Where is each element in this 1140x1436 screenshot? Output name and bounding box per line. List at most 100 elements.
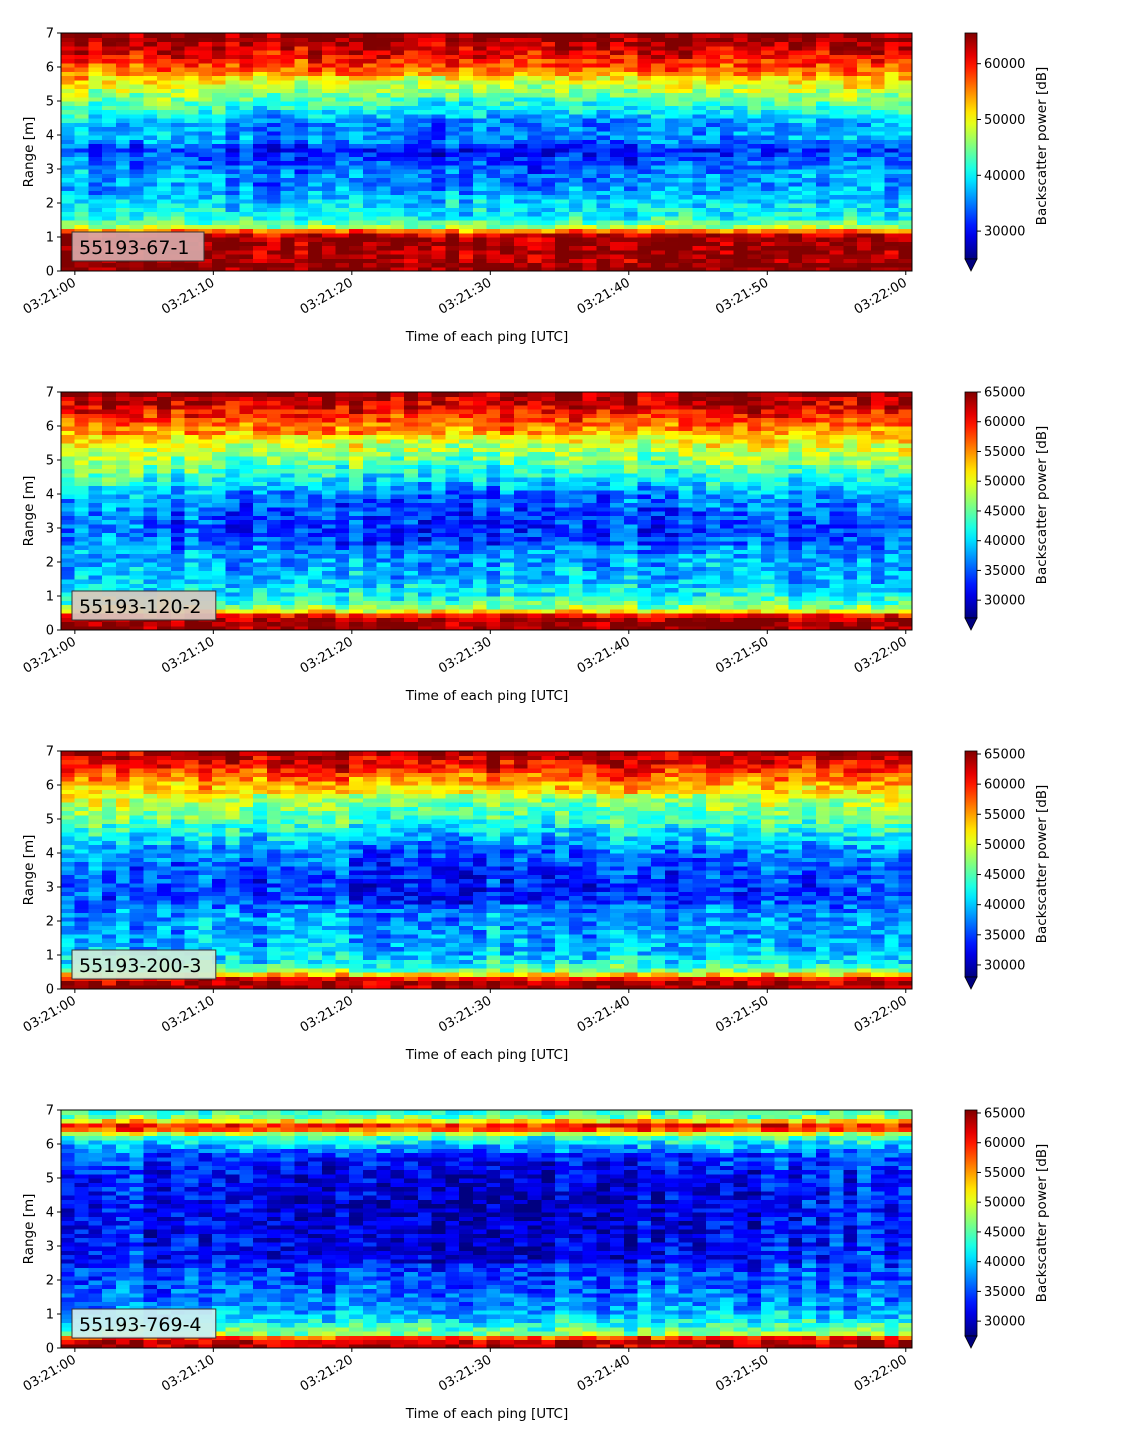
heatmap-cell <box>61 443 76 448</box>
heatmap-cell <box>486 186 501 191</box>
heatmap-cell <box>129 549 144 555</box>
heatmap-cell <box>761 126 776 132</box>
heatmap-cell <box>61 45 76 51</box>
heatmap-cell <box>335 502 350 508</box>
heatmap-cell <box>102 215 117 221</box>
heatmap-cell <box>321 409 337 414</box>
heatmap-cell <box>266 532 282 538</box>
heatmap-cell <box>774 96 790 102</box>
heatmap-cell <box>170 228 186 234</box>
heatmap-cell <box>253 532 268 538</box>
heatmap-cell <box>788 33 803 38</box>
heatmap-cell <box>541 186 556 191</box>
heatmap-cell <box>294 553 309 559</box>
heatmap-cell <box>294 211 309 217</box>
heatmap-cell <box>541 156 556 162</box>
heatmap-cell <box>88 194 103 200</box>
heatmap-cell <box>266 434 282 440</box>
heatmap-cell <box>308 451 323 457</box>
heatmap-cell <box>472 232 488 238</box>
heatmap-cell <box>61 557 76 563</box>
heatmap-cell <box>459 58 474 64</box>
heatmap-cell <box>761 92 776 98</box>
heatmap-cell <box>170 50 186 55</box>
heatmap-cell <box>211 33 227 38</box>
heatmap-cell <box>376 430 392 436</box>
heatmap-cell <box>321 532 337 538</box>
heatmap-cell <box>513 113 529 119</box>
heatmap-cell <box>211 160 227 166</box>
heatmap-cell <box>500 101 515 106</box>
heatmap-cell <box>815 194 831 200</box>
heatmap-cell <box>664 92 680 98</box>
heatmap-cell <box>198 181 213 187</box>
heatmap-cell <box>417 105 433 111</box>
heatmap-cell <box>802 156 817 162</box>
heatmap-cell <box>651 215 666 221</box>
heatmap-cell <box>184 164 199 170</box>
heatmap-cell <box>637 266 652 272</box>
heatmap-cell <box>884 152 899 157</box>
heatmap-cell <box>198 583 213 589</box>
heatmap-cell <box>335 430 350 436</box>
heatmap-cell <box>829 181 844 187</box>
heatmap-cell <box>321 404 337 410</box>
heatmap-cell <box>829 266 844 272</box>
heatmap-cell <box>184 262 199 268</box>
heatmap-cell <box>280 92 295 98</box>
heatmap-cell <box>513 143 529 149</box>
heatmap-cell <box>486 215 501 221</box>
heatmap-cell <box>404 579 419 584</box>
heatmap-cell <box>321 62 337 68</box>
heatmap-cell <box>678 266 693 272</box>
heatmap-cell <box>637 62 652 68</box>
heatmap-cell <box>308 75 323 81</box>
heatmap-cell <box>280 506 295 512</box>
heatmap-cell <box>294 194 309 200</box>
heatmap-cell <box>115 207 131 213</box>
heatmap-cell <box>253 409 268 414</box>
heatmap-cell <box>596 245 611 251</box>
heatmap-cell <box>843 186 858 191</box>
heatmap-cell <box>349 50 364 55</box>
heatmap-cell <box>266 84 282 89</box>
heatmap-cell <box>170 528 186 533</box>
heatmap-cell <box>747 203 762 208</box>
heatmap-cell <box>376 523 392 529</box>
heatmap-cell <box>719 186 735 191</box>
heatmap-cell <box>170 37 186 43</box>
heatmap-cell <box>761 190 776 196</box>
heatmap-cell <box>445 122 460 128</box>
heatmap-cell <box>568 71 584 77</box>
heatmap-cell <box>129 228 144 234</box>
heatmap-cell <box>280 523 295 529</box>
heatmap-cell <box>115 45 131 51</box>
heatmap-cell <box>404 430 419 436</box>
heatmap-cell <box>266 519 282 525</box>
heatmap-cell <box>157 404 172 410</box>
heatmap-cell <box>294 566 309 572</box>
heatmap-cell <box>651 67 666 72</box>
heatmap-cell <box>459 156 474 162</box>
heatmap-cell <box>88 579 103 584</box>
heatmap-cell <box>170 625 186 631</box>
heatmap-cell <box>74 228 90 234</box>
heatmap-cell <box>582 92 597 98</box>
heatmap-cell <box>376 224 392 230</box>
heatmap-cell <box>486 220 501 225</box>
heatmap-cell <box>431 54 446 60</box>
heatmap-cell <box>157 101 172 106</box>
heatmap-cell <box>157 413 172 419</box>
heatmap-cell <box>335 549 350 555</box>
heatmap-cell <box>280 62 295 68</box>
heatmap-cell <box>102 71 117 77</box>
heatmap-cell <box>211 464 227 470</box>
heatmap-cell <box>568 62 584 68</box>
heatmap-cell <box>294 528 309 533</box>
heatmap-cell <box>500 194 515 200</box>
heatmap-cell <box>390 45 405 51</box>
heatmap-cell <box>747 181 762 187</box>
heatmap-cell <box>253 460 268 465</box>
heatmap-cell <box>472 139 488 145</box>
